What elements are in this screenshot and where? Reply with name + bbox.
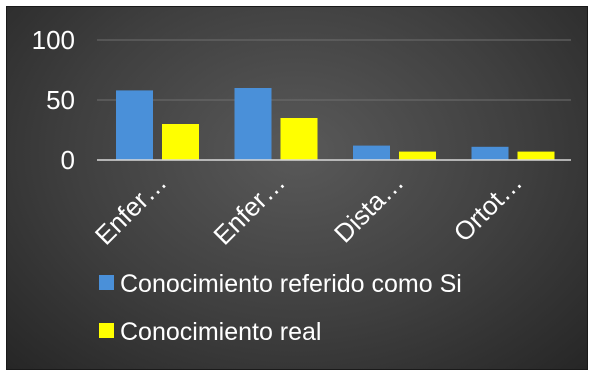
bar-referido-0 — [116, 90, 153, 160]
bar-chart: 0 50 100 Enfer… Enfer… Dista… Ortot… Conocimi… — [32, 25, 571, 346]
bar-real-3 — [517, 151, 555, 160]
bar-referido-2 — [353, 145, 390, 160]
y-tick-label-50: 50 — [46, 85, 75, 115]
bar-real-1 — [280, 118, 318, 160]
y-axis-ticks: 0 50 100 — [32, 25, 75, 175]
x-category-label-1: Enfer… — [207, 167, 291, 251]
x-axis-categories: Enfer… Enfer… Dista… Ortot… — [89, 167, 528, 251]
chart-area: 0 50 100 Enfer… Enfer… Dista… Ortot… Conocimi… — [6, 6, 588, 370]
legend-swatch-0 — [99, 275, 114, 290]
bar-real-2 — [399, 151, 436, 160]
bars — [116, 88, 555, 160]
x-category-label-2: Dista… — [328, 167, 409, 248]
gridlines — [97, 39, 571, 101]
y-tick-label-100: 100 — [32, 25, 75, 55]
legend: Conocimiento referido como Si Conocimient… — [99, 270, 462, 346]
x-category-label-0: Enfer… — [89, 167, 173, 251]
legend-swatch-1 — [99, 323, 114, 338]
y-tick-label-0: 0 — [61, 145, 75, 175]
bar-referido-1 — [234, 88, 272, 160]
legend-label-1: Conocimiento real — [120, 318, 322, 346]
x-category-label-3: Ortot… — [448, 167, 528, 247]
bar-real-0 — [162, 124, 199, 160]
legend-label-0: Conocimiento referido como Si — [120, 270, 462, 298]
bar-referido-3 — [471, 146, 509, 160]
